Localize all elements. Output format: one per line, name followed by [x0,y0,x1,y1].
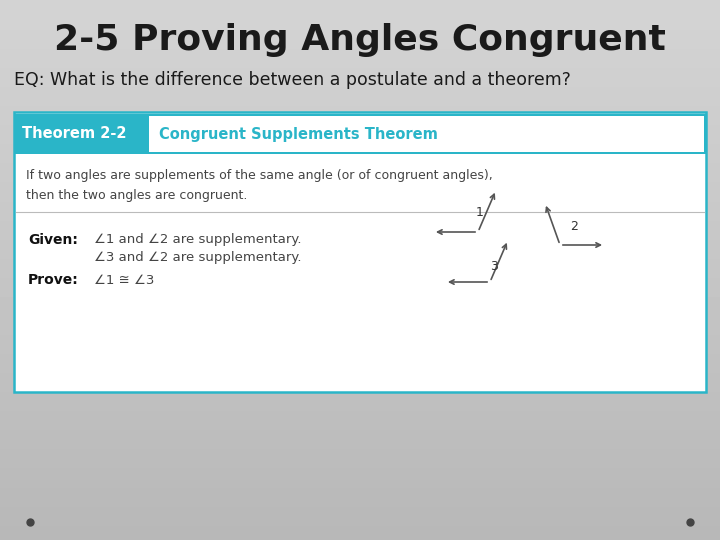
Text: Theorem 2-2: Theorem 2-2 [22,126,127,141]
Text: 2: 2 [570,220,578,233]
Text: Prove:: Prove: [28,273,78,287]
Text: Given:: Given: [28,233,78,247]
Text: Congruent Supplements Theorem: Congruent Supplements Theorem [159,126,438,141]
Text: 3: 3 [490,260,498,273]
Text: then the two angles are congruent.: then the two angles are congruent. [26,190,248,202]
FancyBboxPatch shape [14,114,706,154]
Text: EQ: What is the difference between a postulate and a theorem?: EQ: What is the difference between a pos… [14,71,571,89]
FancyBboxPatch shape [149,116,704,152]
Text: ∠1 and ∠2 are supplementary.: ∠1 and ∠2 are supplementary. [94,233,302,246]
Text: 1: 1 [476,206,484,219]
Text: If two angles are supplements of the same angle (or of congruent angles),: If two angles are supplements of the sam… [26,170,492,183]
Text: 2-5 Proving Angles Congruent: 2-5 Proving Angles Congruent [54,23,666,57]
FancyBboxPatch shape [14,112,706,392]
Text: ∠3 and ∠2 are supplementary.: ∠3 and ∠2 are supplementary. [94,252,302,265]
Text: ∠1 ≅ ∠3: ∠1 ≅ ∠3 [94,273,154,287]
